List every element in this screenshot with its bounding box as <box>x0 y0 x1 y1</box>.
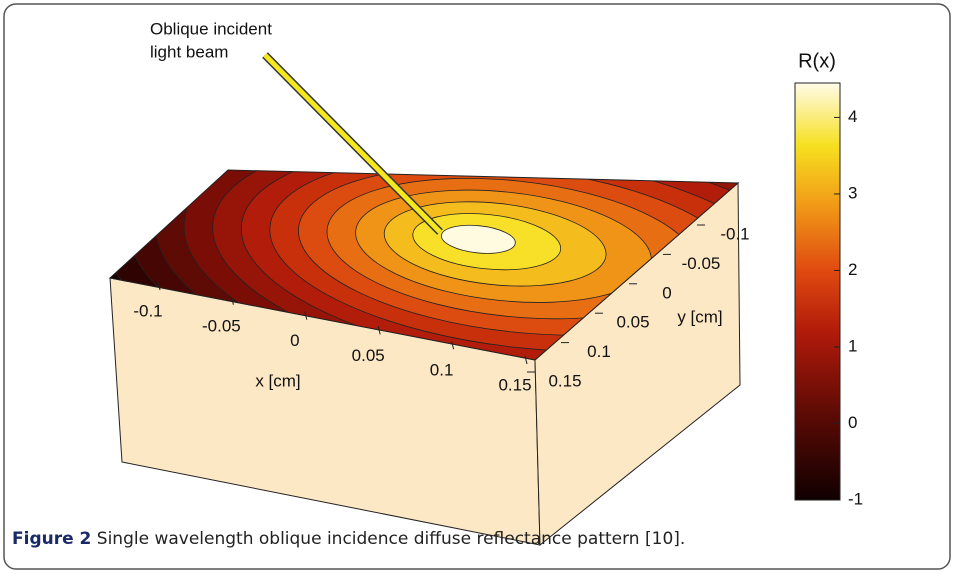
plot: Oblique incident light beam x [cm] y [cm… <box>0 0 956 574</box>
x-axis-label: x [cm] <box>255 371 300 390</box>
x-tick-label: -0.05 <box>202 316 241 335</box>
colorbar-label: R(x) <box>798 50 836 72</box>
colorbar-tick-label: 2 <box>848 260 857 279</box>
y-tick-label: 0.15 <box>548 371 581 390</box>
colorbar <box>795 83 840 500</box>
colorbar-tick-label: 4 <box>848 107 857 126</box>
x-tick-label: 0.05 <box>352 346 385 365</box>
y-tick-label: 0 <box>662 283 671 302</box>
figure-panel: Oblique incident light beam x [cm] y [cm… <box>0 0 956 574</box>
x-tick-label: 0.1 <box>430 361 454 380</box>
y-tick-label: -0.05 <box>682 254 721 273</box>
y-axis-label: y [cm] <box>677 307 722 326</box>
x-tick-label: 0 <box>290 331 299 350</box>
y-tick-label: 0.05 <box>616 313 649 332</box>
colorbar-tick-label: 0 <box>848 413 857 432</box>
x-tick-label: -0.1 <box>133 301 162 320</box>
colorbar-tick-label: -1 <box>848 489 863 508</box>
colorbar-tick-label: 1 <box>848 336 857 355</box>
annotation: Oblique incident <box>150 19 272 38</box>
x-tick-label: 0.15 <box>498 375 531 394</box>
caption-label: Figure 2 <box>12 529 91 549</box>
annotation: light beam <box>150 42 228 61</box>
colorbar-tick-label: 3 <box>848 183 857 202</box>
y-tick-label: -0.1 <box>720 224 749 243</box>
caption: Figure 2 Single wavelength oblique incid… <box>12 529 685 549</box>
y-tick-label: 0.1 <box>587 342 611 361</box>
caption-text: Single wavelength oblique incidence diff… <box>97 529 686 549</box>
